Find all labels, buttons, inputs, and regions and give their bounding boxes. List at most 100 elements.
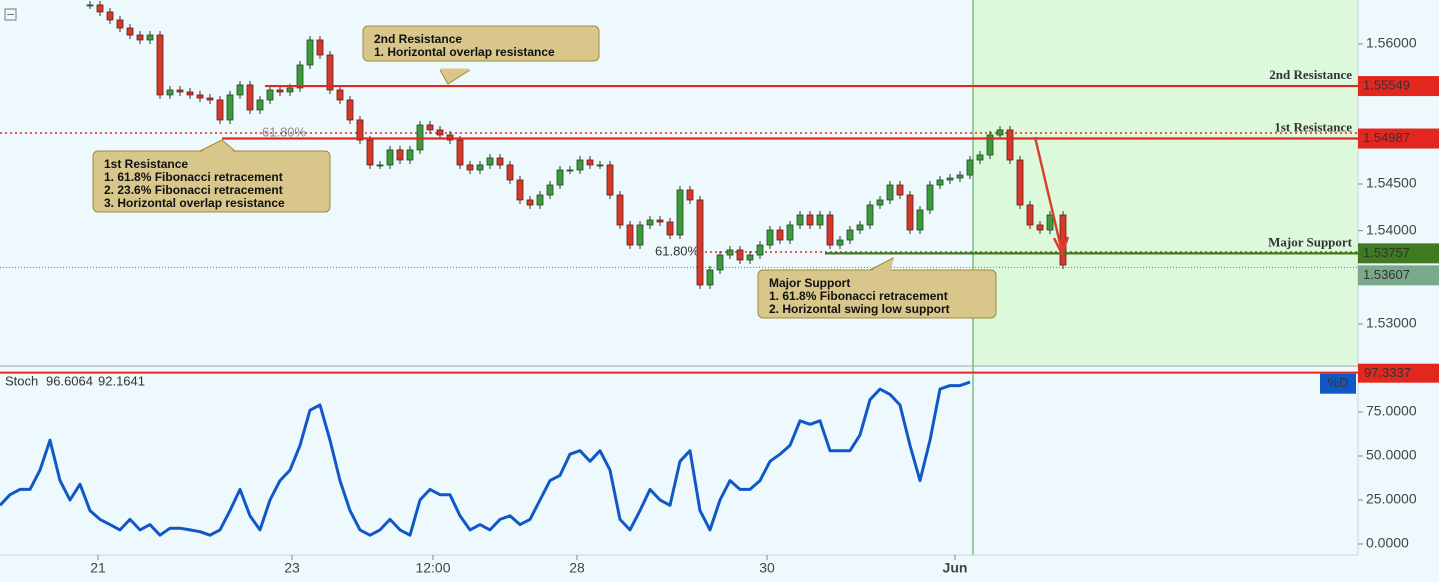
candle-body [736,249,744,261]
y-tick-label: 1.53000 [1366,315,1417,331]
candle-body [966,159,974,176]
candle-body [826,214,834,246]
annotation-line: 2. Horizontal swing low support [769,302,950,316]
candle-body [256,99,264,111]
stoch-line [0,380,971,537]
candle-body [696,199,704,286]
candle-body [526,199,534,206]
candle-body [846,229,854,241]
candle-body [876,199,884,206]
candle-body [906,194,914,231]
candle-body [96,4,104,13]
candle-body [356,119,364,141]
candle-body [616,194,624,226]
collapse-icon[interactable] [4,8,17,21]
level-price: 1.55549 [1363,78,1410,93]
level-name: Major Support [1268,234,1353,249]
candle-body [1016,159,1024,206]
candle-body [346,99,354,121]
candle-body [836,239,844,246]
price-label: 1.53607 [1363,267,1410,282]
candle-body [716,254,724,271]
candle-body [316,39,324,56]
candle-body [886,184,894,201]
annotation-line: 3. Horizontal overlap resistance [104,196,285,210]
candle-body [366,139,374,166]
candle-body [496,157,504,166]
y-tick-label: 1.56000 [1366,35,1417,51]
candle-body [936,179,944,186]
candle-body [176,89,184,93]
candle-body [336,89,344,101]
fib-label: 61.80% [655,243,700,258]
candle-body [926,184,934,211]
candle-body [986,134,994,156]
candle-body [806,214,814,226]
candle-body [306,39,314,66]
candle-body [1046,214,1054,231]
annotation-line: 1. Horizontal overlap resistance [374,45,555,59]
overlays: 2nd Resistance 1.55549 1st Resistance 1.549… [92,25,1439,319]
candle-body [756,244,764,256]
candle-body [236,84,244,96]
candle-body [1006,129,1014,161]
candle-body [816,214,824,226]
fib-label: 61.80% [262,124,307,139]
annotation-title: 2nd Resistance [374,32,462,46]
price-box [1358,265,1439,286]
candle-body [996,129,1004,136]
candle-body [856,224,864,231]
candle-body [626,224,634,246]
candle-body [326,54,334,91]
x-tick-label: 28 [569,560,585,576]
candle-body [636,224,644,246]
level-box [1358,363,1439,383]
legend-value: 92.1641 [98,373,145,388]
candle-body [126,27,134,36]
level-price-box [1358,76,1439,97]
candle-body [776,229,784,241]
candle-body [746,254,754,261]
x-tick-label: 30 [759,560,775,576]
annotation-line: 1. 61.8% Fibonacci retracement [769,289,948,303]
candle-body [646,219,654,226]
candle-body [186,91,194,96]
candle-body [376,164,384,167]
candle-body [456,139,464,166]
highlight-zone [973,0,1358,365]
candle-body [666,221,674,236]
annotation-pointer [440,68,470,83]
candle-body [396,149,404,161]
candle-body [956,174,964,179]
candle-body [386,149,394,166]
legend-value: 96.6064 [46,373,93,388]
candle-body [726,249,734,256]
candle-body [576,159,584,171]
candle-body [156,34,164,96]
candle-body [486,157,494,166]
candle-body [466,164,474,171]
candle-body [676,189,684,236]
candle-body [556,169,564,186]
y-tick-label: 75.0000 [1366,403,1417,419]
level-name: 2nd Resistance [1269,67,1352,82]
candle-body [566,169,574,172]
candle-body [116,19,124,29]
candle-body [476,164,484,171]
candle-body [506,164,514,181]
series-badge [1320,373,1356,394]
level-price: 1.53757 [1363,245,1410,260]
x-tick-label: 12:00 [415,560,450,576]
candle-body [206,97,214,101]
candle-body [286,87,294,93]
candle-body [246,84,254,111]
candle-body [606,164,614,196]
level-price-box [1358,243,1439,264]
arrow-head [1052,236,1070,258]
candle-body [136,34,144,41]
